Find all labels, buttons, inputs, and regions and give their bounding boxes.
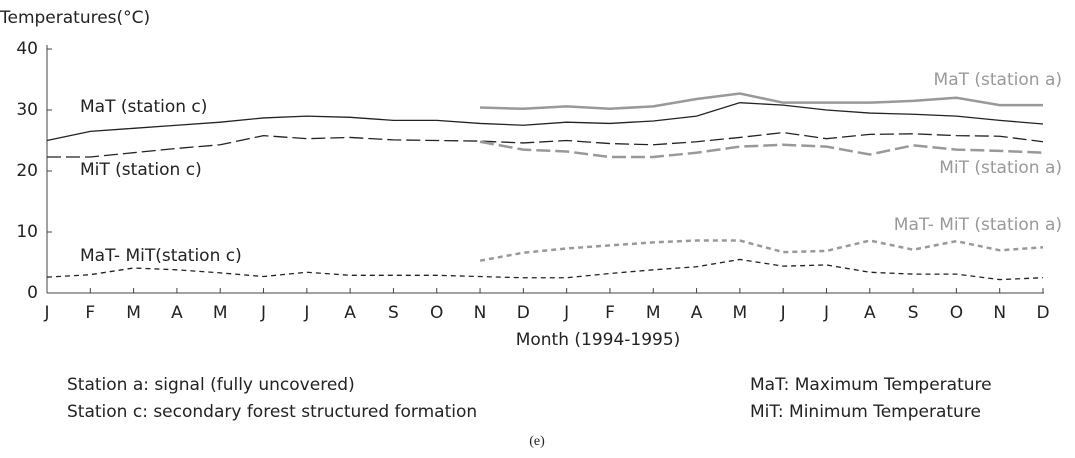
y-tick-label: 40 xyxy=(16,39,38,59)
y-tick-label: 0 xyxy=(27,283,38,303)
x-tick-label: M xyxy=(733,303,748,323)
note: MiT: Minimum Temperature xyxy=(750,402,981,422)
x-tick-label: O xyxy=(950,303,963,323)
series-label: MiT (station c) xyxy=(80,160,202,180)
x-tick-label: N xyxy=(474,303,487,323)
y-tick-label: 10 xyxy=(16,222,38,242)
series-line xyxy=(479,239,1044,262)
series-line xyxy=(480,92,1043,111)
x-tick-label: J xyxy=(43,303,49,323)
note: Station c: secondary forest structured f… xyxy=(67,402,477,422)
x-tick-label: J xyxy=(823,303,829,323)
x-tick-label: A xyxy=(344,303,356,323)
series-line xyxy=(46,258,1044,281)
x-tick-label: A xyxy=(864,303,876,323)
x-tick-label: M xyxy=(646,303,661,323)
x-tick-label: F xyxy=(605,303,615,323)
x-tick-label: D xyxy=(517,303,530,323)
chart-title: Temperatures(°C) xyxy=(0,8,150,28)
series-line xyxy=(47,131,1044,158)
x-tick-label: S xyxy=(388,303,399,323)
x-tick-label: J xyxy=(563,303,569,323)
x-tick-label: A xyxy=(691,303,703,323)
series-label: MaT (station a) xyxy=(934,70,1062,90)
x-tick-label: J xyxy=(260,303,266,323)
note: Station a: signal (fully uncovered) xyxy=(67,375,355,395)
x-tick-label: M xyxy=(213,303,228,323)
x-tick-label: S xyxy=(908,303,919,323)
series-label: MiT (station a) xyxy=(939,158,1062,178)
series-label: MaT- MiT (station a) xyxy=(894,215,1062,235)
x-tick-label: M xyxy=(126,303,141,323)
x-tick-label: O xyxy=(430,303,443,323)
y-tick-label: 20 xyxy=(16,161,38,181)
series-label: MaT- MiT(station c) xyxy=(80,246,242,266)
caption: (e) xyxy=(529,434,545,449)
x-tick-label: J xyxy=(780,303,786,323)
x-axis-label: Month (1994-1995) xyxy=(516,330,681,350)
note: MaT: Maximum Temperature xyxy=(750,375,992,395)
series-line xyxy=(46,102,1044,142)
series-label: MaT (station c) xyxy=(80,97,207,117)
x-tick-label: J xyxy=(303,303,309,323)
x-tick-label: F xyxy=(85,303,95,323)
series-line xyxy=(479,140,1044,159)
x-tick-label: A xyxy=(171,303,183,323)
x-tick-label: D xyxy=(1036,303,1049,323)
x-tick-label: N xyxy=(993,303,1006,323)
y-tick-label: 30 xyxy=(16,100,38,120)
